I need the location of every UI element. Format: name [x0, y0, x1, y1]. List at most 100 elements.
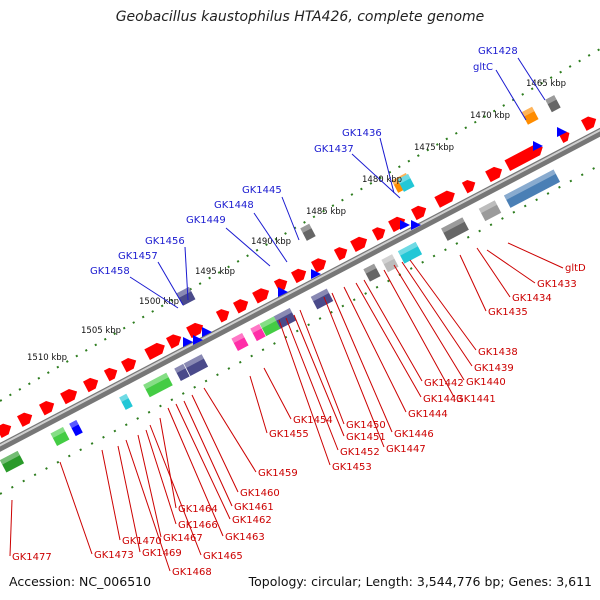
- gene-label: GK1459: [258, 468, 298, 479]
- gene-label: GK1434: [512, 293, 552, 304]
- gene-feature: [397, 173, 415, 192]
- leader-line: [249, 375, 268, 434]
- gene-label: GK1443: [423, 394, 463, 405]
- leader-line: [117, 445, 141, 553]
- leader-line: [167, 407, 224, 537]
- leader-line: [323, 296, 385, 448]
- gene-feature: [144, 342, 165, 361]
- scale-tick-label: 1495 kbp: [195, 267, 235, 277]
- leader-line: [9, 499, 13, 557]
- gene-label: GK1449: [186, 215, 226, 226]
- scale-tick-label: 1465 kbp: [526, 79, 566, 89]
- leader-line: [363, 279, 423, 382]
- gene-feature: [371, 227, 386, 241]
- gene-feature: [143, 372, 173, 398]
- leader-line: [59, 461, 93, 555]
- gene-feature: [363, 263, 381, 282]
- gene-feature: [557, 127, 567, 137]
- leader-line: [225, 227, 271, 267]
- gene-feature: [400, 220, 410, 230]
- leader-line: [263, 367, 292, 420]
- gene-label: GK1444: [408, 409, 448, 420]
- leader-line: [203, 387, 257, 473]
- gene-feature: [103, 367, 118, 382]
- leader-line: [184, 246, 189, 301]
- leader-line: [253, 212, 288, 263]
- gene-feature: [545, 95, 561, 113]
- leader-line: [401, 261, 473, 367]
- leader-line: [191, 394, 239, 493]
- gene-feature: [485, 166, 503, 183]
- scale-tick-label: 1470 kbp: [470, 111, 510, 121]
- gene-feature: [411, 220, 421, 230]
- leader-line: [383, 269, 455, 398]
- leader-line: [137, 434, 162, 538]
- gene-feature: [119, 393, 133, 410]
- gene-feature: [215, 309, 230, 323]
- gene-feature: [69, 420, 83, 437]
- gene-feature: [17, 412, 33, 427]
- scale-tick-label: 1505 kbp: [81, 326, 121, 336]
- gene-label: GK1447: [386, 444, 426, 455]
- gene-feature: [434, 190, 455, 208]
- leader-line: [409, 259, 477, 351]
- gene-feature: [176, 286, 196, 306]
- gene-label: GK1433: [537, 279, 577, 290]
- gene-label: GK1477: [12, 552, 52, 563]
- scale-tick-label: 1510 kbp: [27, 353, 67, 363]
- gene-label: GK1435: [488, 307, 528, 318]
- gene-feature: [521, 106, 539, 125]
- gene-label: GK1446: [394, 429, 434, 440]
- gene-feature: [183, 354, 209, 376]
- gene-feature: [441, 217, 469, 241]
- gene-label: GK1465: [203, 551, 243, 562]
- leader-line: [331, 292, 393, 433]
- scale-tick-label: 1485 kbp: [306, 207, 346, 217]
- gene-feature: [381, 254, 399, 273]
- leader-line: [459, 254, 487, 312]
- gene-label: GK1458: [90, 266, 130, 277]
- gene-label: GK1439: [474, 363, 514, 374]
- gene-label: GK1452: [340, 447, 380, 458]
- gene-label: GK1461: [234, 502, 274, 513]
- leader-line: [355, 282, 422, 398]
- scale-tick-label: 1500 kbp: [139, 297, 179, 307]
- gene-label: GK1453: [332, 462, 372, 473]
- leader-line: [486, 249, 536, 284]
- gene-label: GK1440: [466, 377, 506, 388]
- genome-summary: Topology: circular; Length: 3,544,776 bp…: [248, 574, 592, 589]
- leader-line: [299, 309, 345, 425]
- leader-line: [149, 424, 202, 556]
- gene-feature: [310, 288, 334, 310]
- leader-line: [293, 314, 345, 437]
- gene-feature: [300, 223, 316, 241]
- leader-line: [476, 247, 511, 298]
- accession-label: Accession: NC_006510: [9, 574, 152, 589]
- gene-label: gltD: [565, 263, 586, 274]
- gene-feature: [333, 247, 348, 261]
- leader-line: [129, 276, 179, 309]
- gene-label: GK1460: [240, 488, 280, 499]
- gene-label: GK1457: [118, 251, 158, 262]
- gene-feature: [50, 427, 70, 446]
- gene-feature: [250, 324, 266, 342]
- gene-label: GK1456: [145, 236, 185, 247]
- scale-tick-label: 1490 kbp: [251, 237, 291, 247]
- leader-line: [101, 449, 121, 541]
- leader-line: [379, 137, 395, 194]
- gene-feature: [533, 141, 543, 151]
- gene-label: GK1455: [269, 429, 309, 440]
- leader-line: [159, 417, 177, 509]
- leader-line: [281, 196, 300, 241]
- gene-feature: [183, 337, 193, 347]
- gene-label: GK1438: [478, 347, 518, 358]
- leader-line: [278, 319, 331, 466]
- gene-label: GK1464: [178, 504, 218, 515]
- gene-feature: [39, 401, 55, 416]
- gene-label: GK1470: [122, 536, 162, 547]
- gene-feature: [193, 335, 203, 345]
- gene-feature: [478, 200, 502, 222]
- gene-feature: [504, 144, 543, 171]
- gene-feature: [202, 327, 212, 337]
- gene-feature: [259, 316, 281, 337]
